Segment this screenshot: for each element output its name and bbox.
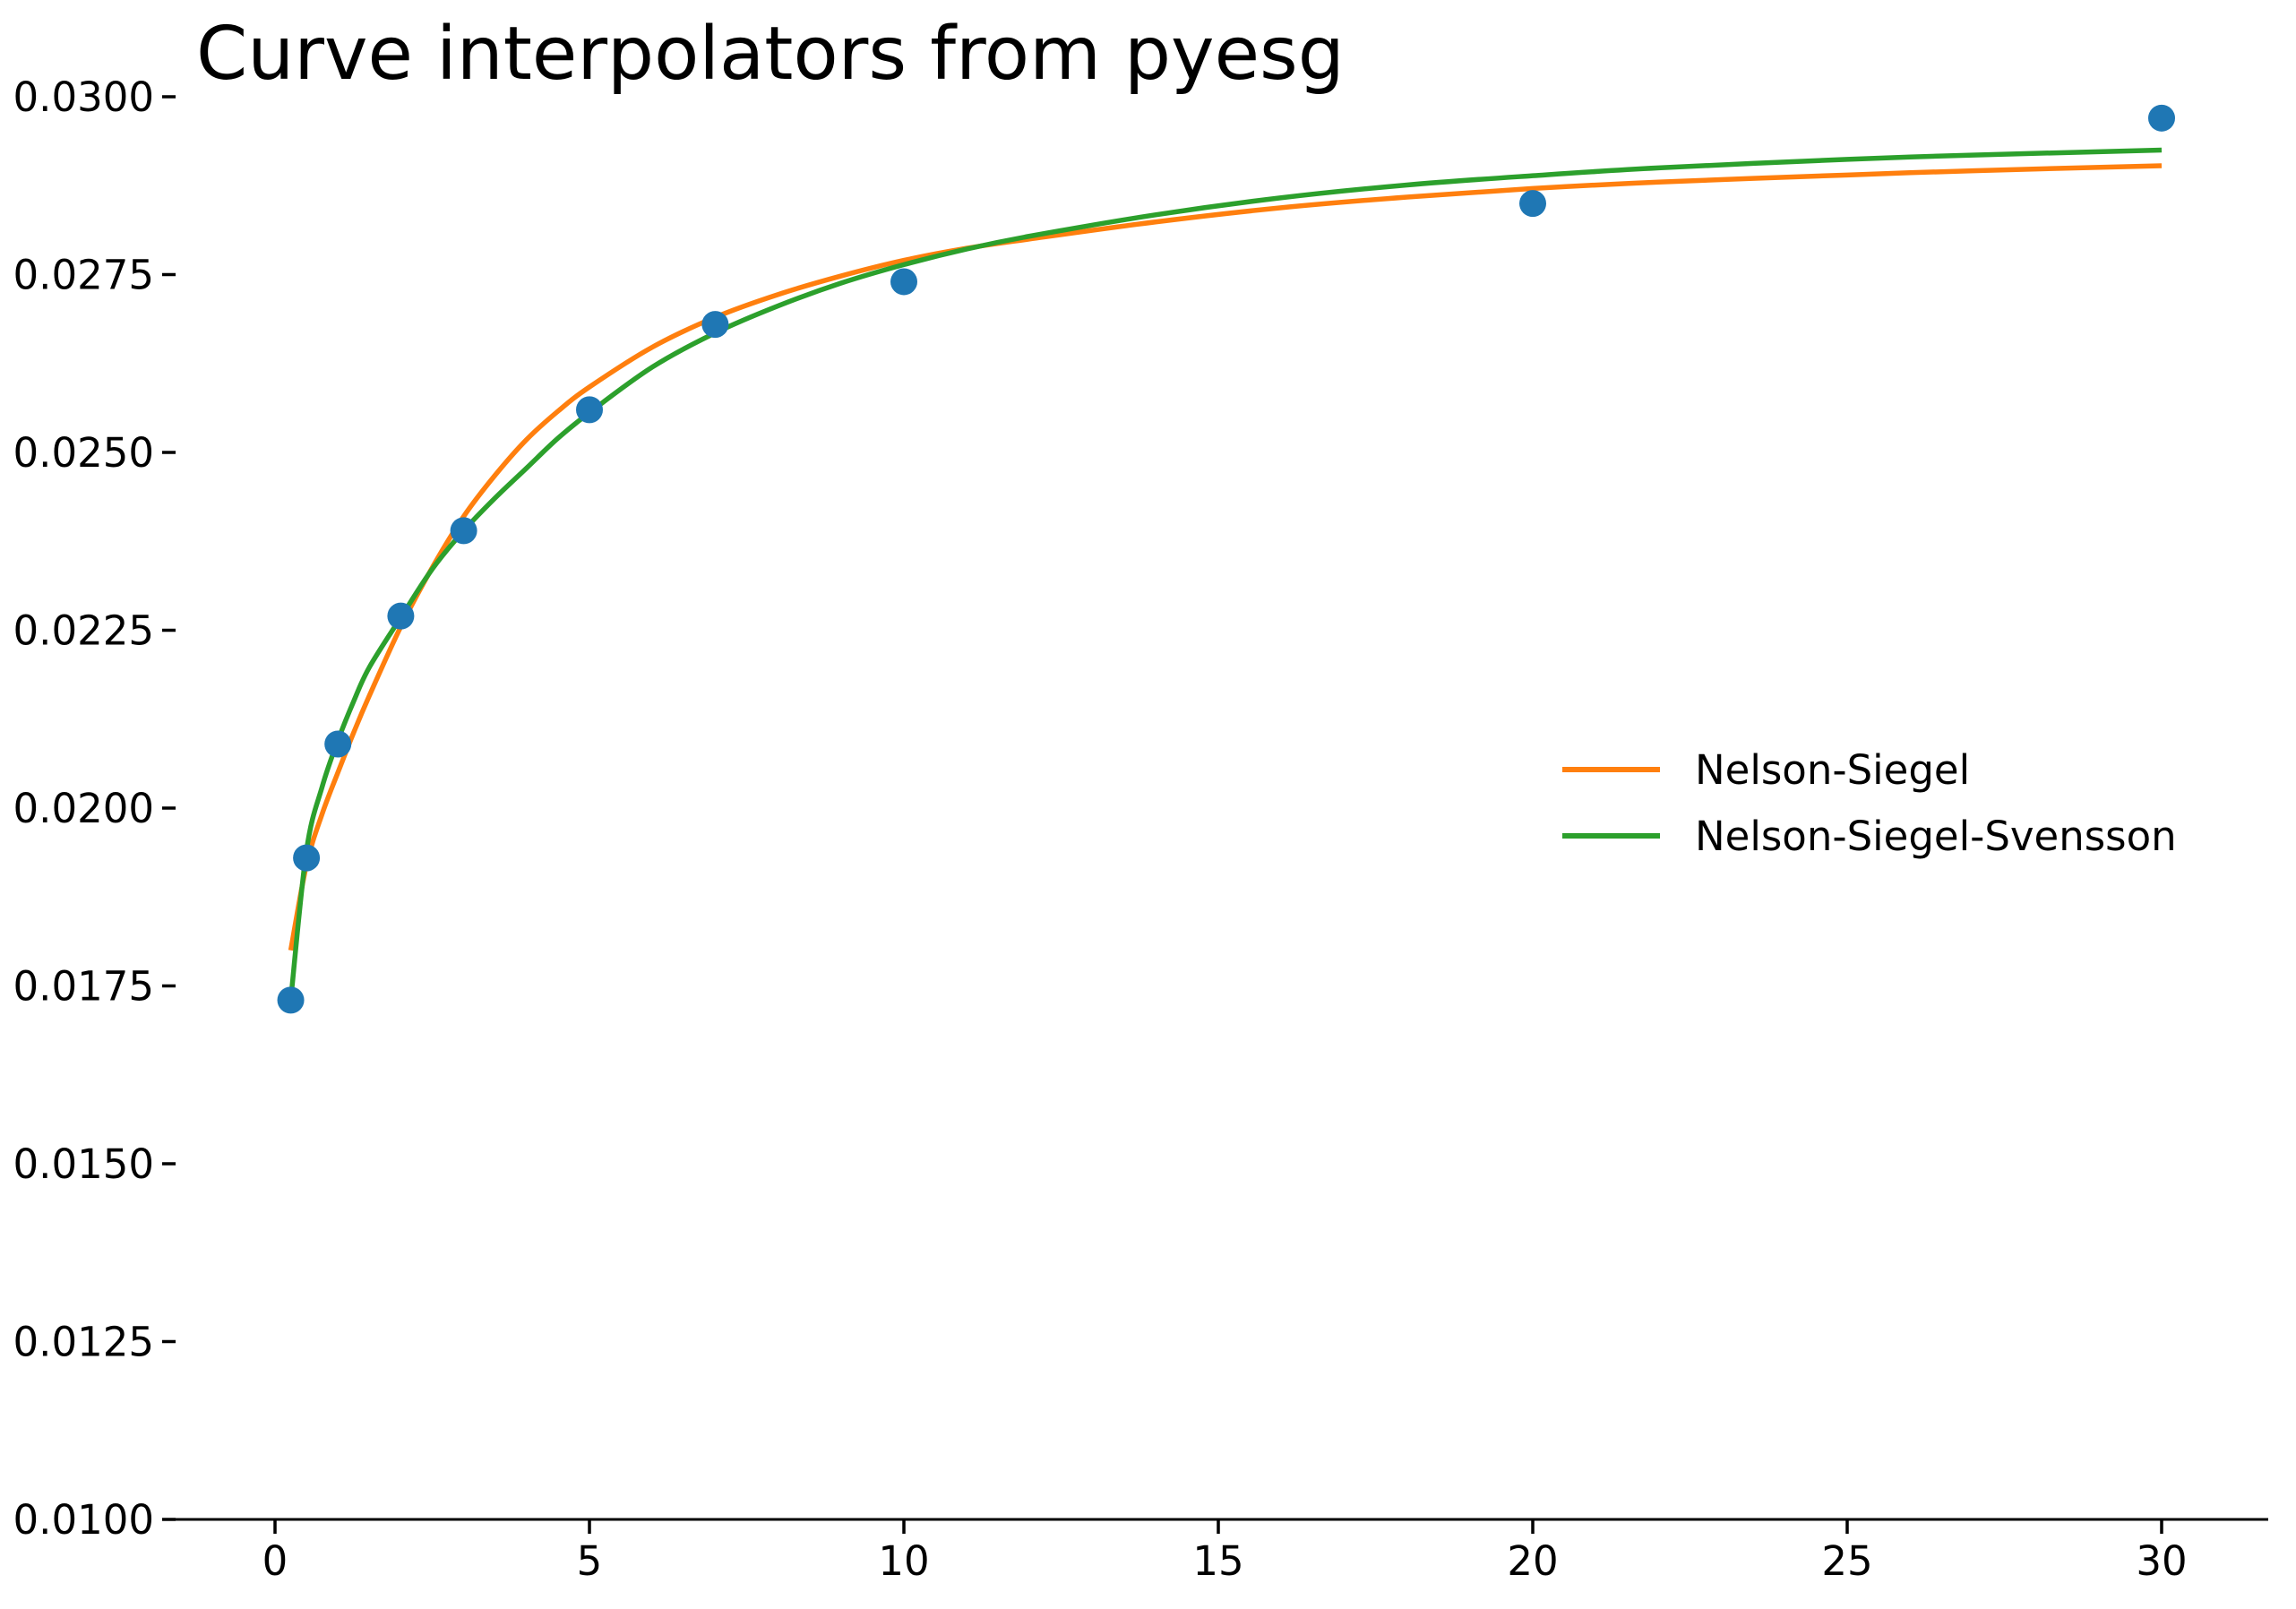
data-point xyxy=(324,730,352,758)
x-tick-label: 25 xyxy=(1821,1537,1872,1585)
data-point xyxy=(387,602,415,630)
x-tick-label: 30 xyxy=(2136,1537,2187,1585)
y-tick-label: 0.0225 xyxy=(13,607,154,655)
data-point xyxy=(293,844,321,872)
y-tick-label: 0.0250 xyxy=(13,429,154,477)
data-point xyxy=(450,517,477,545)
data-point xyxy=(2148,104,2175,132)
axes: 0 5 10 15 20 25 30 0.0100 0.0125 0.0150 0.0175 0.02… xyxy=(13,73,2268,1585)
x-tick-label: 10 xyxy=(878,1537,929,1585)
legend-label: Nelson-Siegel xyxy=(1695,746,1970,794)
y-tick-label: 0.0150 xyxy=(13,1140,154,1188)
chart-title: Curve interpolators from pyesg xyxy=(196,12,1345,97)
y-tick-label: 0.0275 xyxy=(13,252,154,299)
x-tick-label: 0 xyxy=(262,1537,288,1585)
series-line-nelson-siegel-svensson xyxy=(288,147,2163,1001)
y-tick-label: 0.0175 xyxy=(13,963,154,1011)
data-point xyxy=(277,986,305,1014)
y-tick-label: 0.0100 xyxy=(13,1496,154,1544)
y-tick-label: 0.0200 xyxy=(13,785,154,832)
x-tick-label: 15 xyxy=(1192,1537,1243,1585)
data-point xyxy=(576,396,603,424)
data-point xyxy=(890,268,917,296)
series-line-nelson-siegel xyxy=(288,163,2163,951)
scatter-points xyxy=(277,104,2175,1014)
legend: Nelson-Siegel Nelson-Siegel-Svensson xyxy=(1562,746,2177,860)
x-tick-label: 5 xyxy=(577,1537,603,1585)
data-point xyxy=(1519,190,1546,218)
y-tick-label: 0.0125 xyxy=(13,1319,154,1366)
legend-label: Nelson-Siegel-Svensson xyxy=(1695,813,2177,860)
y-tick-label: 0.0300 xyxy=(13,73,154,121)
series-lines xyxy=(288,147,2163,1001)
x-tick-label: 20 xyxy=(1507,1537,1558,1585)
data-point xyxy=(701,311,729,339)
